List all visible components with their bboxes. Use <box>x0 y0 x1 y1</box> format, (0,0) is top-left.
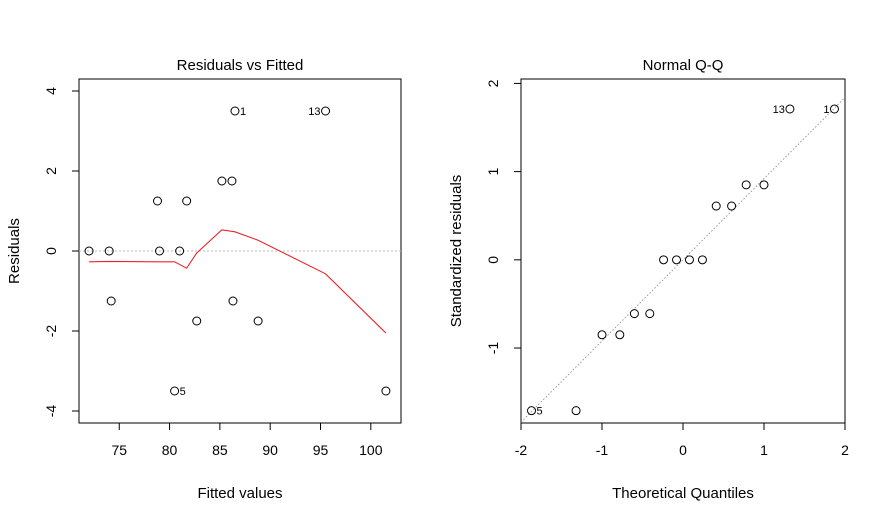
x-tick-label: 85 <box>212 442 228 458</box>
y-tick-label: -1 <box>485 342 501 355</box>
data-point <box>697 255 707 265</box>
data-point <box>228 296 238 306</box>
data-point <box>170 386 180 396</box>
x-tick-label: 0 <box>679 442 687 458</box>
x-tick-label: 1 <box>760 442 768 458</box>
y-tick-label: 0 <box>485 256 501 264</box>
data-point <box>321 106 331 116</box>
point-label: 5 <box>180 386 186 398</box>
chart-title: Residuals vs Fitted <box>177 57 304 74</box>
x-tick-label: 100 <box>359 442 383 458</box>
data-point <box>645 309 655 319</box>
x-tick-label: 75 <box>111 442 127 458</box>
point-label: 1 <box>823 104 829 116</box>
x-axis-ticks: -2 -1 0 1 2 <box>515 423 849 458</box>
data-point <box>230 106 240 116</box>
data-point <box>659 255 669 265</box>
data-points: 1 13 5 <box>84 106 391 398</box>
data-point <box>571 406 581 416</box>
data-point <box>829 104 839 114</box>
point-label: 13 <box>308 106 320 118</box>
data-point <box>152 196 162 206</box>
data-points: 5 13 1 <box>527 104 839 418</box>
data-point <box>84 246 94 256</box>
data-point <box>785 104 795 114</box>
point-label: 1 <box>240 106 246 118</box>
data-point <box>684 255 694 265</box>
y-tick-label: 2 <box>43 167 59 175</box>
residuals-vs-fitted-panel: Residuals vs Fitted Fitted values Residu… <box>6 57 402 502</box>
y-tick-label: -4 <box>43 405 59 418</box>
x-axis-label: Theoretical Quantiles <box>612 485 754 502</box>
x-axis-label: Fitted values <box>197 485 282 502</box>
data-point <box>227 176 237 186</box>
data-point <box>672 255 682 265</box>
y-axis-ticks: -1 0 1 2 <box>485 79 521 354</box>
x-tick-label: 80 <box>162 442 178 458</box>
data-point <box>217 176 227 186</box>
y-axis-label: Standardized residuals <box>448 175 465 328</box>
y-tick-label: -2 <box>43 325 59 338</box>
chart-title: Normal Q-Q <box>643 57 724 74</box>
point-label: 5 <box>537 406 543 418</box>
y-tick-label: 2 <box>485 79 501 87</box>
smoother-line <box>89 229 387 334</box>
data-point <box>629 309 639 319</box>
data-point <box>615 330 625 340</box>
data-point <box>597 330 607 340</box>
data-point <box>182 196 192 206</box>
data-point <box>711 201 721 211</box>
data-point <box>192 316 202 326</box>
normal-qq-panel: Normal Q-Q Theoretical Quantiles Standar… <box>448 57 849 502</box>
x-axis-ticks: 75 80 85 90 95 100 <box>111 423 383 458</box>
data-point <box>104 246 114 256</box>
data-point <box>175 246 185 256</box>
data-point <box>381 386 391 396</box>
plot-frame <box>520 78 846 424</box>
x-tick-label: -1 <box>596 442 609 458</box>
x-tick-label: 90 <box>262 442 278 458</box>
x-tick-label: 95 <box>313 442 329 458</box>
y-tick-label: 1 <box>485 168 501 176</box>
data-point <box>727 201 737 211</box>
qq-reference-line <box>520 97 846 423</box>
data-point <box>527 406 537 416</box>
y-axis-ticks: -4 -2 0 2 4 <box>43 87 79 417</box>
data-point <box>741 180 751 190</box>
data-point <box>759 180 769 190</box>
point-label: 13 <box>773 104 785 116</box>
y-tick-label: 4 <box>43 87 59 95</box>
data-point <box>106 296 116 306</box>
y-tick-label: 0 <box>43 247 59 255</box>
x-tick-label: -2 <box>515 442 528 458</box>
y-axis-label: Residuals <box>6 218 23 284</box>
x-tick-label: 2 <box>841 442 849 458</box>
data-point <box>253 316 263 326</box>
data-point <box>155 246 164 256</box>
